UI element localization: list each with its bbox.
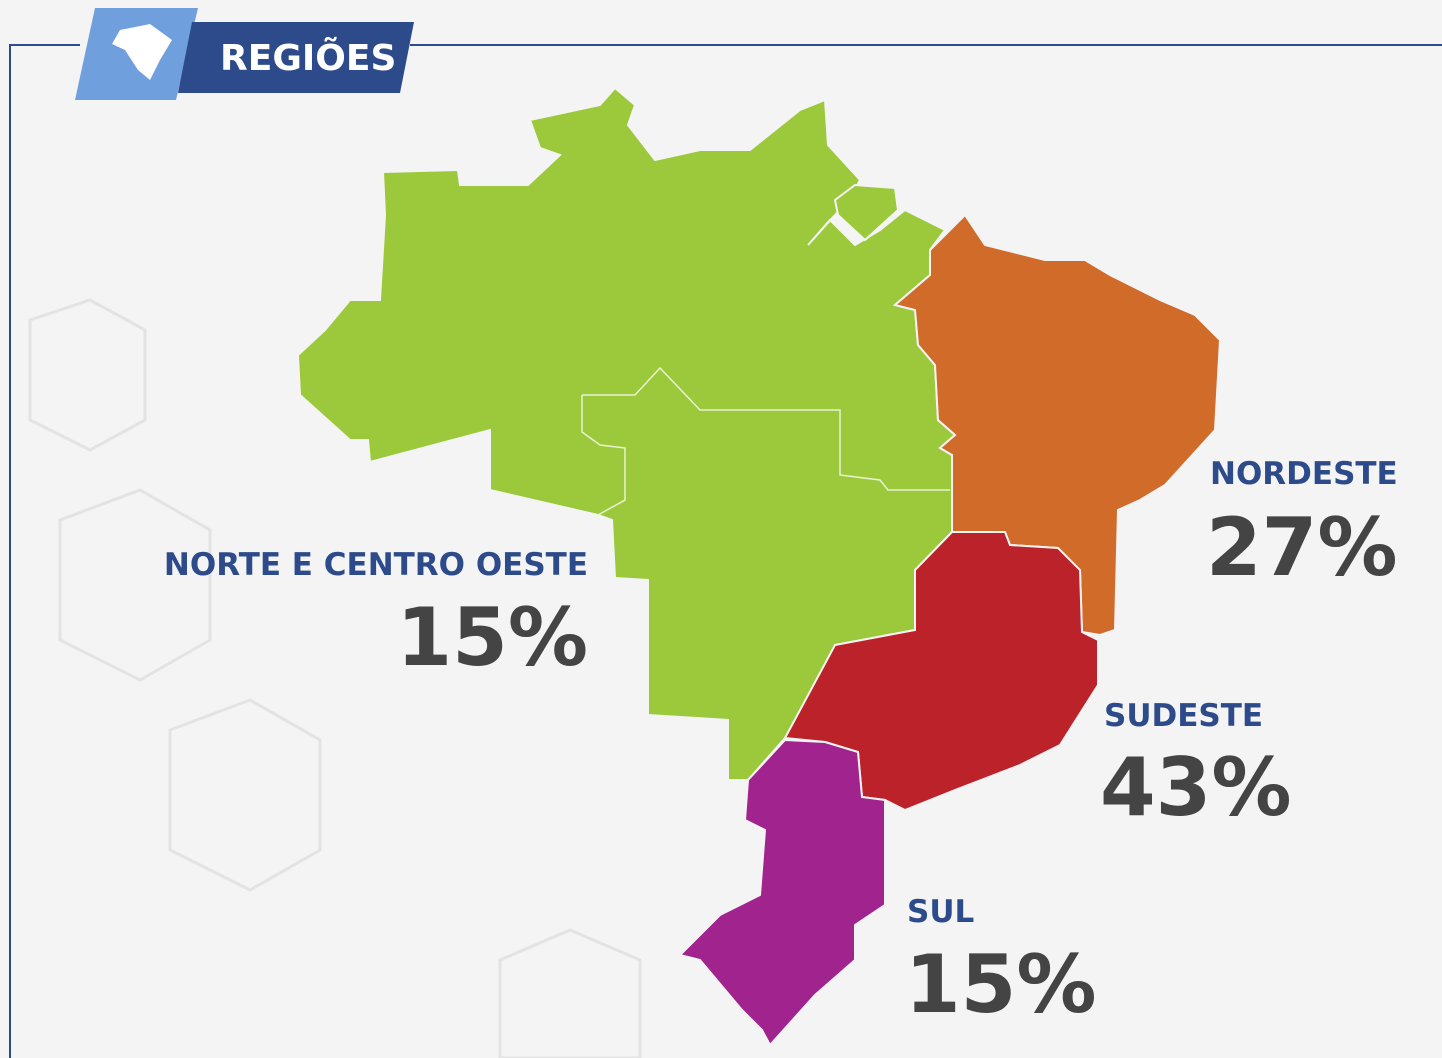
header-title: REGIÕES (220, 37, 396, 79)
region-value: 15% (905, 938, 1096, 1031)
region-value: 15% (397, 591, 588, 684)
header-band (178, 22, 414, 93)
region-label: SUDESTE (1104, 698, 1263, 734)
region-amapa (833, 183, 900, 242)
region-sul (678, 738, 886, 1047)
state-borders (581, 366, 950, 516)
region-label: NORDESTE (1210, 456, 1398, 492)
region-label: NORTE E CENTRO OESTE (164, 547, 588, 583)
frame (9, 44, 1442, 1058)
region-value: 43% (1100, 741, 1291, 834)
region-label: SUL (907, 894, 974, 930)
region-sudeste (783, 531, 1099, 812)
region-value: 27% (1206, 501, 1397, 594)
header-icon (112, 24, 172, 80)
background-hexagons (28, 298, 642, 1058)
